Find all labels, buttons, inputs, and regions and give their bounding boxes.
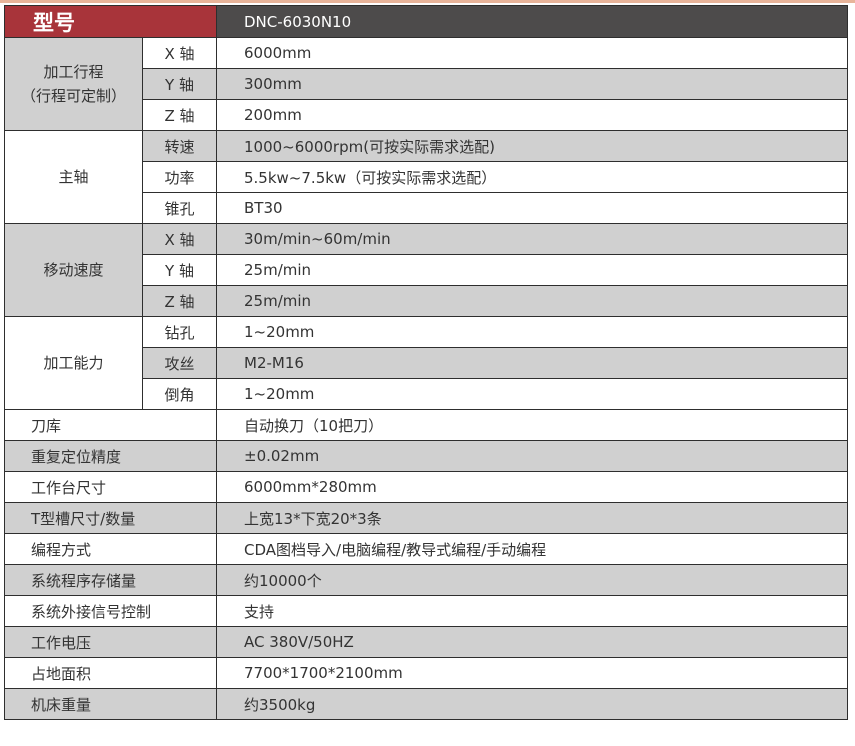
spec-value: BT30	[216, 192, 848, 224]
spec-label: 工作台尺寸	[4, 471, 217, 503]
sub-label: Y 轴	[142, 254, 217, 286]
table-row: 机床重量 约3500kg	[4, 688, 848, 720]
group-label-line: 主轴	[58, 168, 89, 186]
table-row: 重复定位精度 ±0.02mm	[4, 440, 848, 472]
spec-value: 200mm	[216, 99, 848, 131]
table-row: Z 轴 200mm	[5, 99, 848, 131]
spec-value: M2-M16	[216, 347, 848, 379]
spec-label: 系统外接信号控制	[4, 595, 217, 627]
table-row: 加工能力 钻孔 1~20mm	[4, 316, 848, 410]
spec-label: 机床重量	[4, 688, 217, 720]
spec-label: T型槽尺寸/数量	[4, 502, 217, 534]
spec-value: 300mm	[216, 68, 848, 100]
spec-label: 刀库	[4, 409, 217, 441]
spec-value: 上宽13*下宽20*3条	[216, 502, 848, 534]
spec-value: 支持	[216, 595, 848, 627]
spec-label: 系统程序存储量	[4, 564, 217, 596]
table-row: 占地面积 7700*1700*2100mm	[4, 657, 848, 689]
sub-label: X 轴	[142, 223, 217, 255]
spec-label: 占地面积	[4, 657, 217, 689]
sub-label: Y 轴	[142, 68, 217, 100]
sub-label: 功率	[142, 161, 217, 193]
spec-value: 1000~6000rpm(可按实际需求选配)	[216, 130, 848, 162]
table-row: 系统外接信号控制 支持	[4, 595, 848, 627]
group-label-note: （行程可定制）	[20, 87, 126, 105]
spec-value: 7700*1700*2100mm	[216, 657, 848, 689]
table-row: 工作电压 AC 380V/50HZ	[4, 626, 848, 658]
table-row: T型槽尺寸/数量 上宽13*下宽20*3条	[4, 502, 848, 534]
sub-label: 锥孔	[142, 192, 217, 224]
table-row: 工作台尺寸 6000mm*280mm	[4, 471, 848, 503]
spec-value: 25m/min	[216, 285, 848, 317]
spec-value: 1~20mm	[216, 378, 848, 410]
spec-label: 编程方式	[4, 533, 217, 565]
group-label: 移动速度	[4, 223, 143, 317]
table-row: Y 轴 25m/min	[5, 254, 848, 286]
spec-value: 30m/min~60m/min	[216, 223, 848, 255]
spec-value: 5.5kw~7.5kw（可按实际需求选配）	[216, 161, 848, 193]
table-row: 刀库 自动换刀（10把刀）	[4, 409, 848, 441]
spec-label: 工作电压	[4, 626, 217, 658]
table-row: 编程方式 CDA图档导入/电脑编程/教导式编程/手动编程	[4, 533, 848, 565]
table-row: 加工行程 （行程可定制） X 轴 6000mm	[4, 37, 848, 131]
table-row: 移动速度 X 轴 30m/min~60m/min	[4, 223, 848, 317]
table-row: 主轴 转速 1000~6000rpm(可按实际需求选配)	[4, 130, 848, 224]
model-value: DNC-6030N10	[216, 5, 848, 38]
spec-value: ±0.02mm	[216, 440, 848, 472]
spec-value: 自动换刀（10把刀）	[216, 409, 848, 441]
spec-value: 约3500kg	[216, 688, 848, 720]
group-label-line: 移动速度	[43, 261, 104, 279]
group-label: 加工能力	[4, 316, 143, 410]
sub-label: Z 轴	[142, 99, 217, 131]
sub-label: 钻孔	[142, 316, 217, 348]
spec-value: 约10000个	[216, 564, 848, 596]
group-label: 主轴	[4, 130, 143, 224]
sub-label: 倒角	[142, 378, 217, 410]
spec-value: 6000mm	[216, 37, 848, 69]
spec-value: CDA图档导入/电脑编程/教导式编程/手动编程	[216, 533, 848, 565]
spec-value: 25m/min	[216, 254, 848, 286]
spec-label: 重复定位精度	[4, 440, 217, 472]
top-accent-line	[0, 0, 855, 3]
table-row: 功率 5.5kw~7.5kw（可按实际需求选配）	[5, 161, 848, 193]
sub-label: 转速	[142, 130, 217, 162]
table-row: 倒角 1~20mm	[5, 378, 848, 410]
group-label: 加工行程 （行程可定制）	[4, 37, 143, 131]
model-label: 型号	[4, 5, 217, 38]
table-row: 系统程序存储量 约10000个	[4, 564, 848, 596]
header-row: 型号 DNC-6030N10	[4, 5, 848, 38]
sub-label: 攻丝	[142, 347, 217, 379]
sub-label: X 轴	[142, 37, 217, 69]
group-label-line: 加工行程	[43, 63, 104, 81]
spec-table: 型号 DNC-6030N10 加工行程 （行程可定制） X 轴 6000mm Y 轴 30…	[4, 5, 848, 720]
group-label-line: 加工能力	[43, 354, 104, 372]
table-row: 攻丝 M2-M16	[5, 347, 848, 379]
spec-value: 6000mm*280mm	[216, 471, 848, 503]
spec-value: AC 380V/50HZ	[216, 626, 848, 658]
sub-label: Z 轴	[142, 285, 217, 317]
table-row: 锥孔 BT30	[5, 192, 848, 224]
spec-value: 1~20mm	[216, 316, 848, 348]
